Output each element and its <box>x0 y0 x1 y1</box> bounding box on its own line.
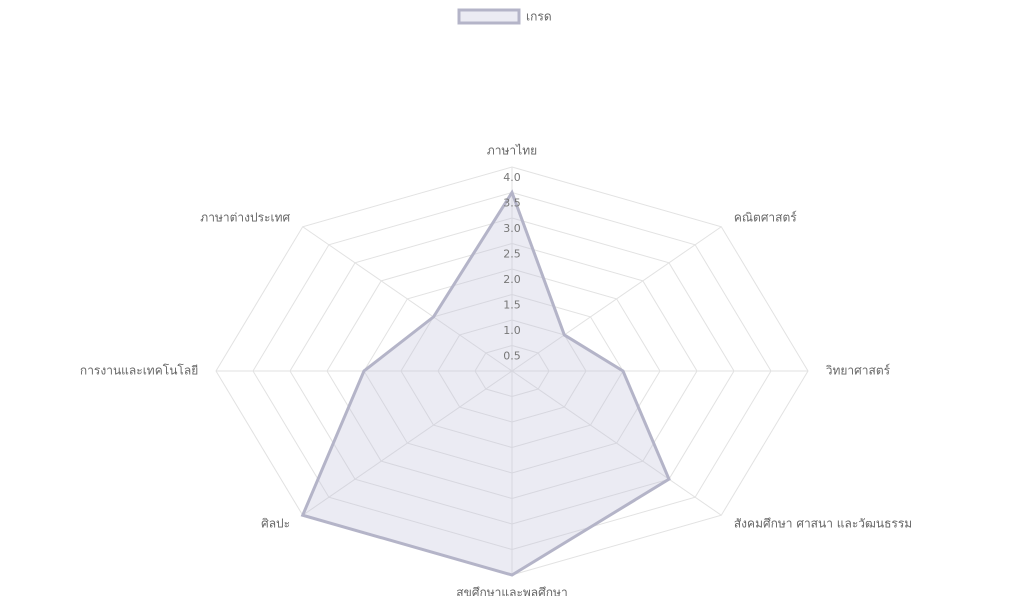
axis-line <box>302 226 513 372</box>
tick-label: 3.0 <box>503 222 521 235</box>
tick-label: 0.5 <box>503 350 521 363</box>
category-label: สังคมศึกษา ศาสนา และวัฒนธรรม <box>734 516 912 530</box>
tick-label: 2.5 <box>503 248 521 261</box>
radar-area <box>300 189 671 577</box>
category-label: ภาษาไทย <box>487 143 537 157</box>
tick-label: 3.5 <box>503 197 521 210</box>
category-label: วิทยาศาสตร์ <box>825 364 890 378</box>
category-label: ศิลปะ <box>261 516 290 530</box>
tick-label: 4.0 <box>503 171 521 184</box>
tick-label: 2.0 <box>503 273 521 286</box>
axis-line <box>511 226 722 372</box>
category-label: การงานและเทคโนโลยี <box>80 364 198 378</box>
category-label: สุขศึกษาและพลศึกษา <box>456 586 567 596</box>
axis-line <box>302 370 513 516</box>
axis-line <box>511 370 722 516</box>
category-label: ภาษาต่างประเทศ <box>200 211 290 225</box>
category-label: คณิตศาสตร์ <box>734 211 797 225</box>
tick-label: 1.0 <box>503 324 521 337</box>
legend-label: เกรด <box>526 10 552 24</box>
tick-label: 1.5 <box>503 299 521 312</box>
legend-swatch <box>457 8 521 25</box>
